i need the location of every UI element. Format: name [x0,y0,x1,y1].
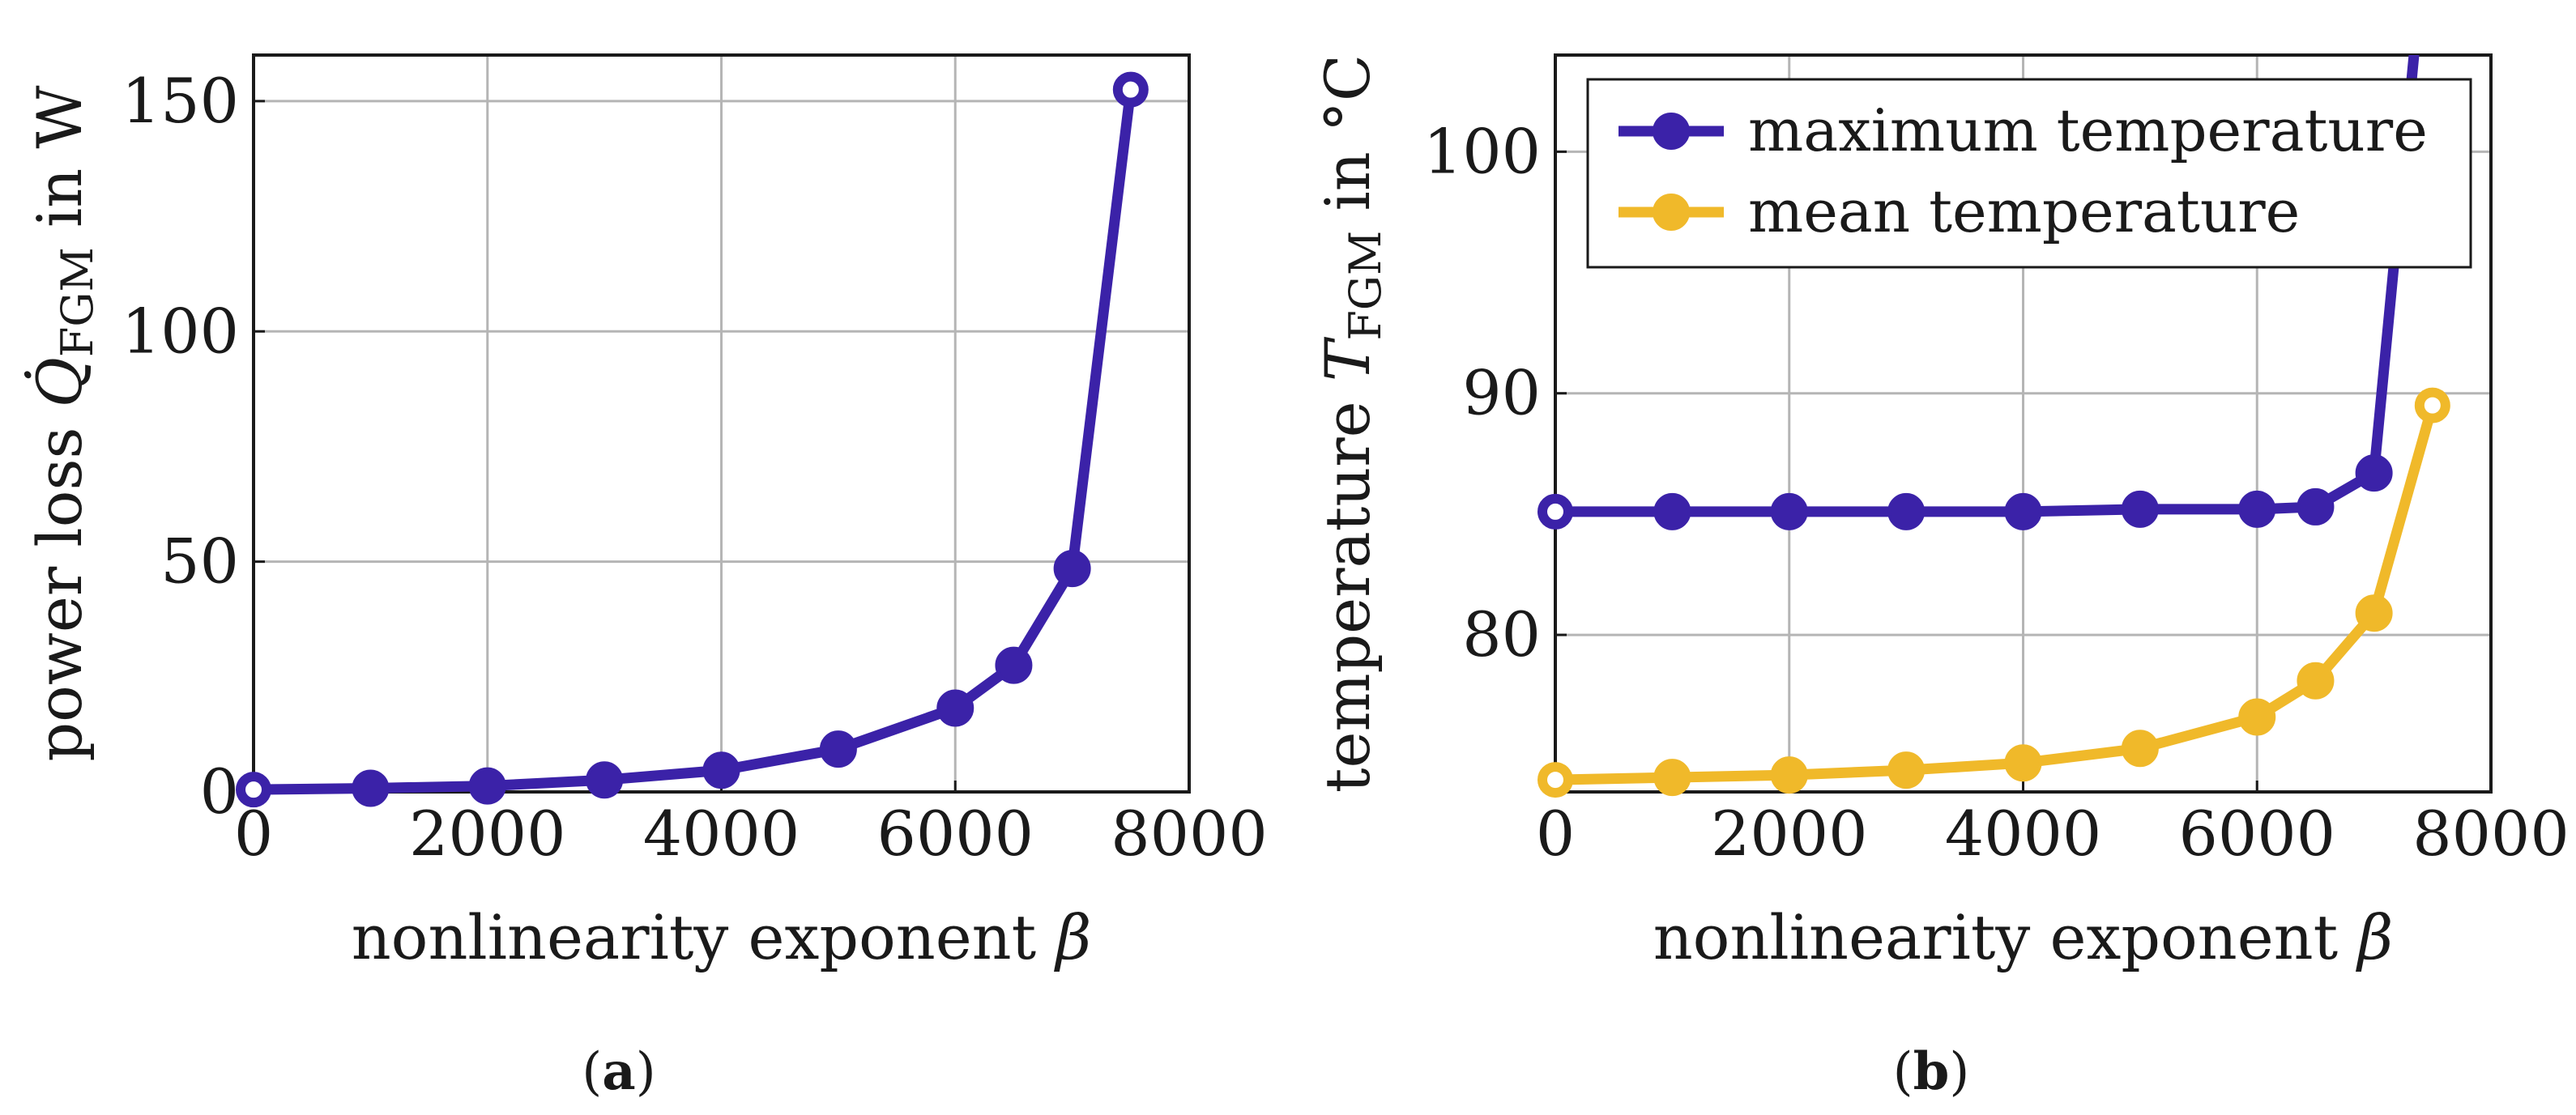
data-point [1112,71,1149,108]
x-axis-label: nonlinearity exponent β [352,901,1092,973]
data-point [236,772,271,808]
panel-caption: (b) [1893,1041,1970,1102]
data-point [2004,744,2042,782]
data-point [2238,698,2276,736]
y-axis-label-subscript: FGM [52,247,103,357]
legend: maximum temperature mean temperature [1586,78,2472,269]
y-tick-label: 150 [122,65,239,137]
series-line-0 [253,88,1137,795]
panel-caption: (a) [582,1041,655,1102]
x-axis-label-symbol: β [1053,901,1091,973]
y-axis-label-symbol: Q̇ [23,357,96,407]
x-tick-label: 0 [234,798,273,870]
series-line-1 [1555,403,2438,785]
data-point [586,761,624,799]
y-tick-label: 100 [1423,115,1541,187]
data-point [936,689,975,727]
legend-label: mean temperature [1748,177,2300,245]
x-tick-label: 0 [1536,798,1575,870]
caption-paren: ) [636,1042,656,1102]
data-point [2121,490,2159,528]
x-tick-label: 4000 [1945,798,2101,870]
data-point [1887,751,1926,789]
plot-frame [1554,53,2493,794]
data-point [2414,387,2450,423]
legend-swatch-marker [1653,194,1690,231]
data-point [2121,730,2159,768]
data-point [1770,756,1808,794]
caption-paren: ) [1949,1042,1969,1102]
x-tick-label: 6000 [877,798,1034,870]
data-point [2297,662,2335,700]
y-tick-label: 50 [160,526,239,598]
legend-box [1586,78,2472,269]
x-axis-label-text: nonlinearity exponent [352,901,1056,973]
caption-paren: ( [582,1042,602,1102]
series-group [1537,55,2450,798]
y-axis-label: temperature TFGM in °C [1311,54,1391,793]
data-point [1887,492,1926,530]
data-point [2355,594,2393,632]
data-point [352,769,390,807]
y-axis-label-text: temperature [1311,381,1384,793]
data-point [702,751,740,789]
y-axis-label-symbol: T [1311,336,1384,381]
caption-paren: ( [1893,1042,1913,1102]
y-axis-label-unit: in °C [1311,54,1384,231]
data-point [1537,493,1573,530]
data-point [2238,490,2276,528]
data-point [1770,492,1808,530]
x-tick-label: 8000 [1111,798,1267,870]
series-line-0 [1555,55,2420,517]
x-tick-label: 2000 [1711,798,1867,870]
data-point [1537,762,1573,798]
y-tick-label: 90 [1462,357,1541,429]
data-point [819,730,857,768]
data-point [1053,550,1091,588]
data-point [468,767,506,805]
y-axis-label: power loss Q̇FGM in W [23,85,103,761]
data-point [2355,454,2393,492]
plot-frame [252,53,1191,794]
caption-letter: a [602,1041,635,1102]
x-tick-label: 6000 [2179,798,2335,870]
legend-swatch-marker [1653,113,1690,150]
x-axis-label-text: nonlinearity exponent [1653,901,2358,973]
legend-label: maximum temperature [1748,96,2428,164]
y-tick-label: 80 [1462,598,1541,670]
data-point [1653,492,1691,530]
data-point [1653,759,1691,797]
y-tick-label: 100 [122,295,239,367]
y-axis-label-subscript: FGM [1340,231,1391,341]
y-axis-label-unit: in W [23,85,96,247]
x-tick-label: 8000 [2412,798,2569,870]
data-point [995,646,1033,684]
x-axis-label: nonlinearity exponent β [1653,901,2394,973]
x-tick-label: 2000 [409,798,565,870]
y-tick-label: 0 [200,755,239,828]
data-point [2004,492,2042,530]
caption-letter: b [1913,1041,1950,1102]
chart-panel-a: 0 2000 4000 6000 8000 0 50 100 150 nonlinearity e… [23,53,1268,1102]
chart-panel-b: 0 2000 4000 6000 8000 80 90 100 nonlinearity exp… [1311,53,2570,1102]
series-group [236,71,1149,808]
y-axis-label-text: power loss [23,407,96,761]
x-tick-label: 4000 [643,798,800,870]
data-point [2297,487,2335,526]
x-axis-label-symbol: β [2355,901,2393,973]
